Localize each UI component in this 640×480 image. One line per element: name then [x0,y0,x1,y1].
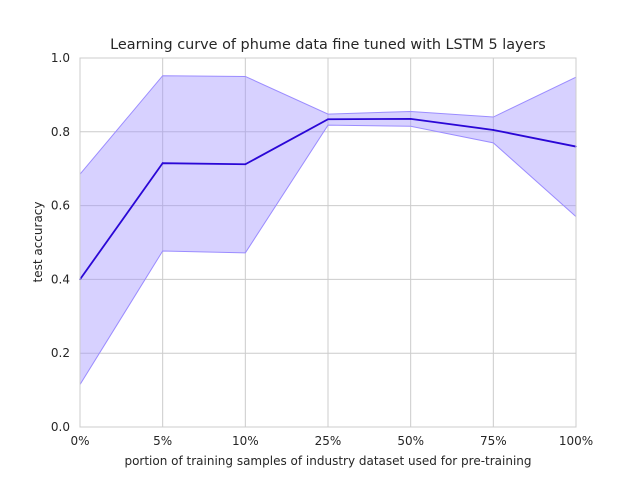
x-tick-label: 5% [153,434,172,448]
x-tick-labels: 0% 5% 10% 25% 50% 75% 100% [70,434,593,448]
y-tick-label: 1.0 [51,51,70,65]
x-tick-label: 25% [315,434,342,448]
chart-title: Learning curve of phume data fine tuned … [110,37,546,53]
x-tick-label: 0% [70,434,89,448]
x-tick-label: 100% [559,434,593,448]
y-tick-label: 0.0 [51,420,70,434]
x-tick-label: 50% [397,434,424,448]
data-point [492,129,495,131]
data-point [244,163,247,166]
x-tick-label: 75% [480,434,507,448]
data-point [161,162,164,165]
y-axis-label: test accuracy [31,202,45,283]
y-tick-label: 0.8 [51,125,70,139]
y-tick-label: 0.6 [51,199,70,213]
y-tick-label: 0.2 [51,346,70,360]
x-tick-label: 10% [232,434,259,448]
data-point [409,117,412,120]
plot-frame [79,57,577,428]
x-axis-label: portion of training samples of industry … [124,454,531,468]
data-point [327,118,329,121]
y-tick-label: 0.4 [51,272,70,286]
y-tick-labels: 0.0 0.2 0.4 0.6 0.8 1.0 [51,51,70,434]
